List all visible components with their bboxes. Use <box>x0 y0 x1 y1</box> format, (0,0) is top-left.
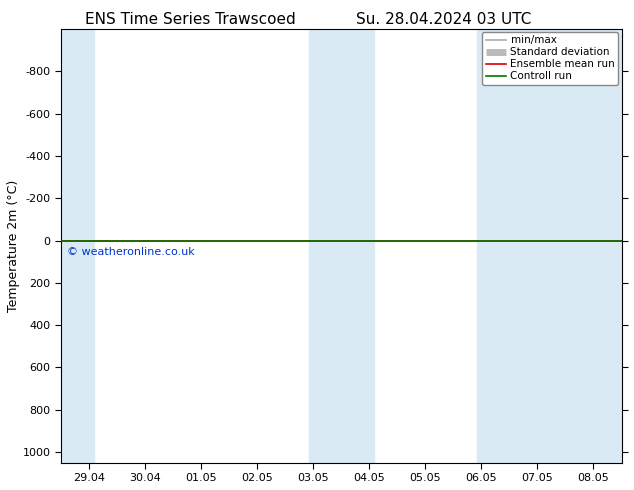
Legend: min/max, Standard deviation, Ensemble mean run, Controll run: min/max, Standard deviation, Ensemble me… <box>482 32 618 85</box>
Y-axis label: Temperature 2m (°C): Temperature 2m (°C) <box>7 180 20 312</box>
Text: Su. 28.04.2024 03 UTC: Su. 28.04.2024 03 UTC <box>356 12 531 27</box>
Text: ENS Time Series Trawscoed: ENS Time Series Trawscoed <box>85 12 295 27</box>
Bar <box>309 29 374 463</box>
Bar <box>61 29 94 463</box>
Bar <box>477 29 621 463</box>
Text: © weatheronline.co.uk: © weatheronline.co.uk <box>67 247 195 257</box>
